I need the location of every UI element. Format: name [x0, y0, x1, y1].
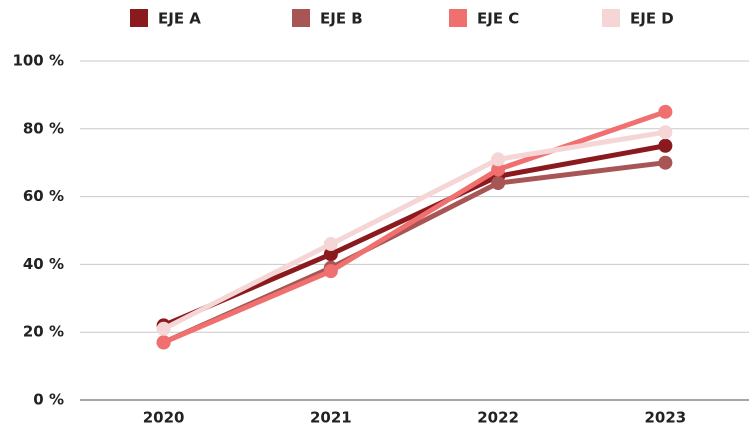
series-point — [156, 335, 171, 350]
y-tick-label: 100 % — [12, 52, 64, 70]
y-tick-label: 20 % — [23, 323, 64, 341]
series-point — [323, 264, 338, 279]
legend-swatch — [130, 9, 148, 27]
series-point — [658, 104, 673, 119]
series-point — [658, 138, 673, 153]
x-tick-label: 2021 — [310, 409, 352, 427]
series-point — [156, 321, 171, 336]
series-point — [491, 176, 506, 191]
x-tick-label: 2020 — [143, 409, 185, 427]
series-point — [323, 247, 338, 262]
legend-label: EJE D — [630, 10, 674, 28]
series-line — [162, 143, 666, 328]
y-tick-label: 0 % — [33, 391, 64, 409]
legend-label: EJE A — [158, 10, 201, 28]
legend-swatch — [292, 9, 310, 27]
series-point — [491, 152, 506, 167]
series-point — [658, 155, 673, 170]
series-line — [162, 129, 666, 332]
series-line — [162, 160, 666, 345]
series-point — [491, 162, 506, 177]
legend-label: EJE C — [477, 10, 519, 28]
legend-label: EJE B — [320, 10, 363, 28]
x-tick-label: 2022 — [477, 409, 519, 427]
series-point — [323, 237, 338, 252]
y-tick-label: 40 % — [23, 255, 64, 273]
legend-swatch — [449, 9, 467, 27]
series-point — [658, 125, 673, 140]
y-tick-label: 80 % — [23, 119, 64, 137]
y-tick-label: 60 % — [23, 187, 64, 205]
legend-swatch — [602, 9, 620, 27]
x-tick-label: 2023 — [645, 409, 687, 427]
series-line — [162, 109, 667, 345]
